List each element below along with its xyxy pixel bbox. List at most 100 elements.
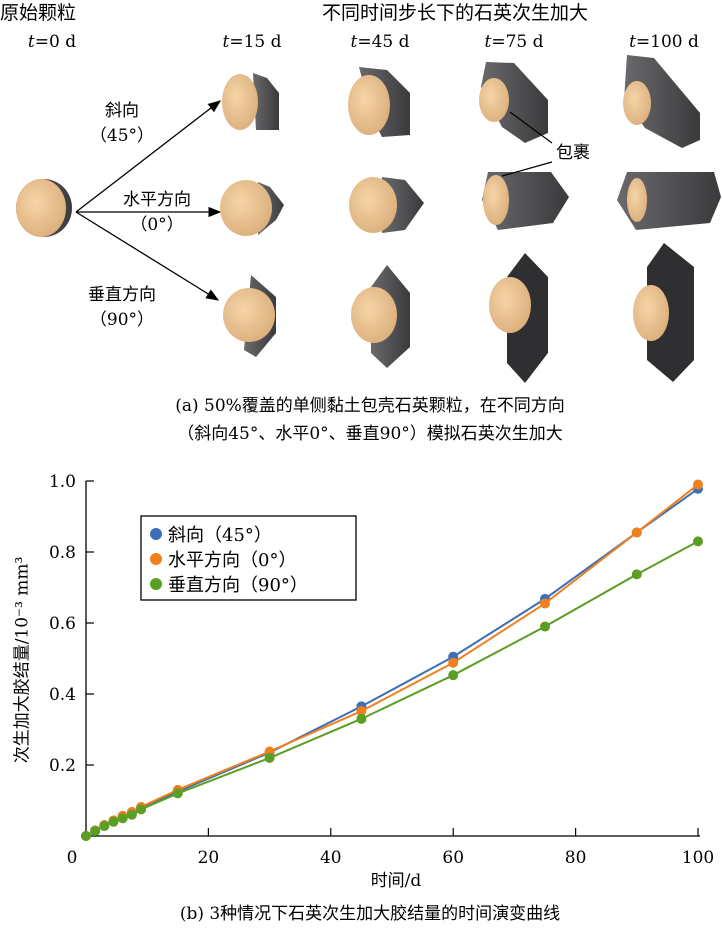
legend-label: 斜向（45°） [168, 525, 272, 546]
panel-a-graphics [16, 55, 721, 383]
data-point [117, 810, 128, 821]
x-tick-label: 20 [198, 848, 220, 868]
time-label-100: t=100 d [629, 32, 699, 52]
data-point [631, 527, 642, 538]
data-point [540, 621, 550, 632]
data-point [108, 816, 119, 827]
data-point [631, 569, 642, 580]
data-point [90, 826, 101, 837]
arrow-vertical [75, 211, 220, 301]
y-tick-label: 1.0 [49, 472, 76, 492]
data-point [126, 807, 137, 818]
data-point [172, 786, 183, 797]
x-tick-label: 80 [565, 848, 587, 868]
particle-vertical-75d [489, 253, 548, 383]
data-point [81, 831, 91, 841]
particle-vertical-45d [351, 265, 410, 368]
particle-vertical-100d [633, 243, 694, 382]
data-point [448, 670, 459, 681]
data-point [108, 816, 119, 827]
time-label-15: t=15 d [222, 32, 282, 52]
x-tick-label: 60 [442, 848, 464, 868]
data-point [172, 788, 183, 799]
particle-horizontal-45d [349, 177, 424, 233]
x-tick-label: 0 [67, 848, 78, 868]
particle-original [16, 179, 72, 237]
data-point [264, 752, 275, 763]
data-point [136, 802, 147, 813]
y-tick-label: 0.8 [49, 543, 76, 563]
annotation-leader-2 [501, 161, 553, 177]
arrow-oblique [75, 100, 222, 213]
data-point [99, 819, 110, 830]
y-axis-label: 次生加大胶结量/10⁻³ mm³ [12, 556, 33, 764]
direction-vertical: 垂直方向 [88, 285, 156, 305]
data-point [356, 713, 367, 724]
data-point [136, 804, 147, 815]
particle-oblique-15d [222, 73, 279, 130]
header-original-grain: 原始颗粒 [0, 2, 77, 24]
data-point [81, 831, 91, 841]
data-point [693, 483, 703, 494]
data-point [126, 806, 137, 817]
particle-oblique-45d [348, 67, 410, 137]
series-line-2 [85, 540, 699, 837]
annotation-inclusion: 包裹 [556, 143, 590, 163]
direction-oblique: 斜向 [105, 101, 139, 121]
x-axis-label: 时间/d [370, 871, 422, 891]
series-line-0 [85, 487, 699, 837]
direction-horizontal-angle: （0°） [130, 215, 184, 235]
y-tick-label: 0.2 [49, 756, 76, 776]
particle-oblique-100d [623, 55, 700, 148]
data-point [81, 831, 91, 841]
data-point [90, 825, 101, 836]
particle-horizontal-15d [220, 180, 284, 236]
data-point [99, 821, 110, 832]
caption-a-line2: （斜向45°、水平0°、垂直90°）模拟石英次生加大 [177, 424, 563, 444]
data-point [99, 820, 110, 831]
direction-horizontal: 水平方向 [123, 190, 191, 210]
data-point [540, 598, 550, 609]
data-point [136, 801, 147, 812]
particle-vertical-15d [223, 275, 276, 357]
data-point [448, 657, 459, 668]
y-tick-label: 0.6 [49, 614, 76, 634]
annotation-leader-1 [509, 111, 553, 144]
data-point [448, 651, 459, 662]
legend-marker [150, 578, 162, 590]
legend-marker [150, 553, 162, 565]
legend-label: 垂直方向（90°） [168, 575, 308, 596]
data-point [126, 809, 137, 820]
time-label-75: t=75 d [484, 32, 544, 52]
series-line-1 [85, 483, 699, 837]
caption-a-line1: (a) 50%覆盖的单侧黏土包壳石英颗粒，在不同方向 [175, 396, 565, 416]
data-point [108, 815, 119, 826]
data-point [117, 813, 128, 824]
data-point [172, 784, 183, 795]
legend-marker [150, 528, 162, 540]
header-growth: 不同时间步长下的石英次生加大 [321, 2, 589, 24]
direction-oblique-angle: （45°） [89, 126, 155, 146]
data-point [356, 706, 367, 717]
data-point [264, 747, 275, 758]
legend-label: 水平方向（0°） [168, 550, 296, 571]
particle-oblique-75d [479, 62, 548, 143]
data-point [117, 811, 128, 822]
particle-horizontal-100d [617, 172, 721, 230]
data-point [693, 536, 703, 547]
x-tick-label: 40 [320, 848, 342, 868]
data-point [264, 746, 275, 757]
time-label-0: t=0 d [27, 32, 77, 52]
time-label-45: t=45 d [350, 32, 410, 52]
data-point [540, 593, 550, 604]
y-tick-label: 0.4 [49, 685, 76, 705]
particle-horizontal-75d [482, 172, 569, 230]
data-point [356, 701, 367, 712]
data-point [631, 527, 642, 538]
caption-b: (b) 3种情况下石英次生加大胶结量的时间演变曲线 [179, 904, 561, 924]
direction-vertical-angle: （90°） [89, 310, 155, 330]
x-tick-label: 100 [682, 848, 714, 868]
data-point [693, 479, 703, 490]
legend-box [140, 515, 357, 601]
